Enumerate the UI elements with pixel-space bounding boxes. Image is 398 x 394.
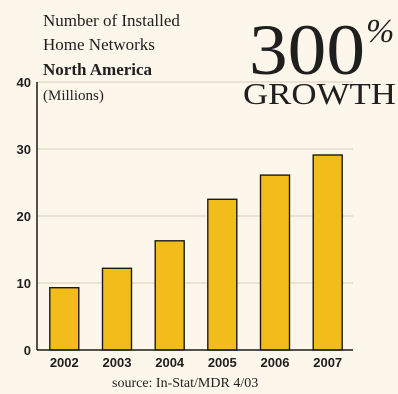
bar-2005 bbox=[207, 198, 238, 351]
y-tick-label-0: 0 bbox=[24, 343, 31, 358]
grid-lines bbox=[37, 81, 353, 284]
y-tick-label-40: 40 bbox=[17, 75, 31, 90]
bar-2006 bbox=[259, 174, 291, 351]
y-tick-label-20: 20 bbox=[17, 209, 31, 224]
x-tick-label-2006: 2006 bbox=[261, 355, 290, 370]
y-tick-label-10: 10 bbox=[17, 276, 31, 291]
bar-2007 bbox=[312, 154, 343, 351]
chart-title-line-2: Home Networks bbox=[43, 35, 155, 54]
y-axis-tick-labels: 0 10 20 30 40 bbox=[17, 75, 31, 358]
chart-unit-label: (Millions) bbox=[43, 88, 104, 104]
chart-region-label: North America bbox=[43, 60, 153, 79]
chart-title-line-1: Number of Installed bbox=[43, 11, 180, 30]
source-note: source: In-Stat/MDR 4/03 bbox=[112, 376, 258, 391]
bar-2004 bbox=[154, 240, 185, 351]
x-tick-label-2003: 2003 bbox=[103, 355, 132, 370]
growth-percent-sign: % bbox=[366, 13, 394, 50]
axes bbox=[36, 82, 353, 351]
y-tick-label-30: 30 bbox=[17, 142, 31, 157]
growth-number: 300 bbox=[249, 10, 365, 90]
x-tick-label-2007: 2007 bbox=[313, 355, 342, 370]
growth-word: GROWTH bbox=[243, 76, 396, 111]
x-tick-label-2002: 2002 bbox=[50, 355, 79, 370]
x-tick-label-2005: 2005 bbox=[208, 355, 237, 370]
x-axis-tick-labels: 2002 2003 2004 2005 2006 2007 bbox=[50, 355, 342, 370]
x-tick-label-2004: 2004 bbox=[155, 355, 185, 370]
bar-2003 bbox=[101, 267, 133, 351]
bar-series bbox=[49, 154, 343, 351]
bar-2002 bbox=[49, 287, 80, 351]
